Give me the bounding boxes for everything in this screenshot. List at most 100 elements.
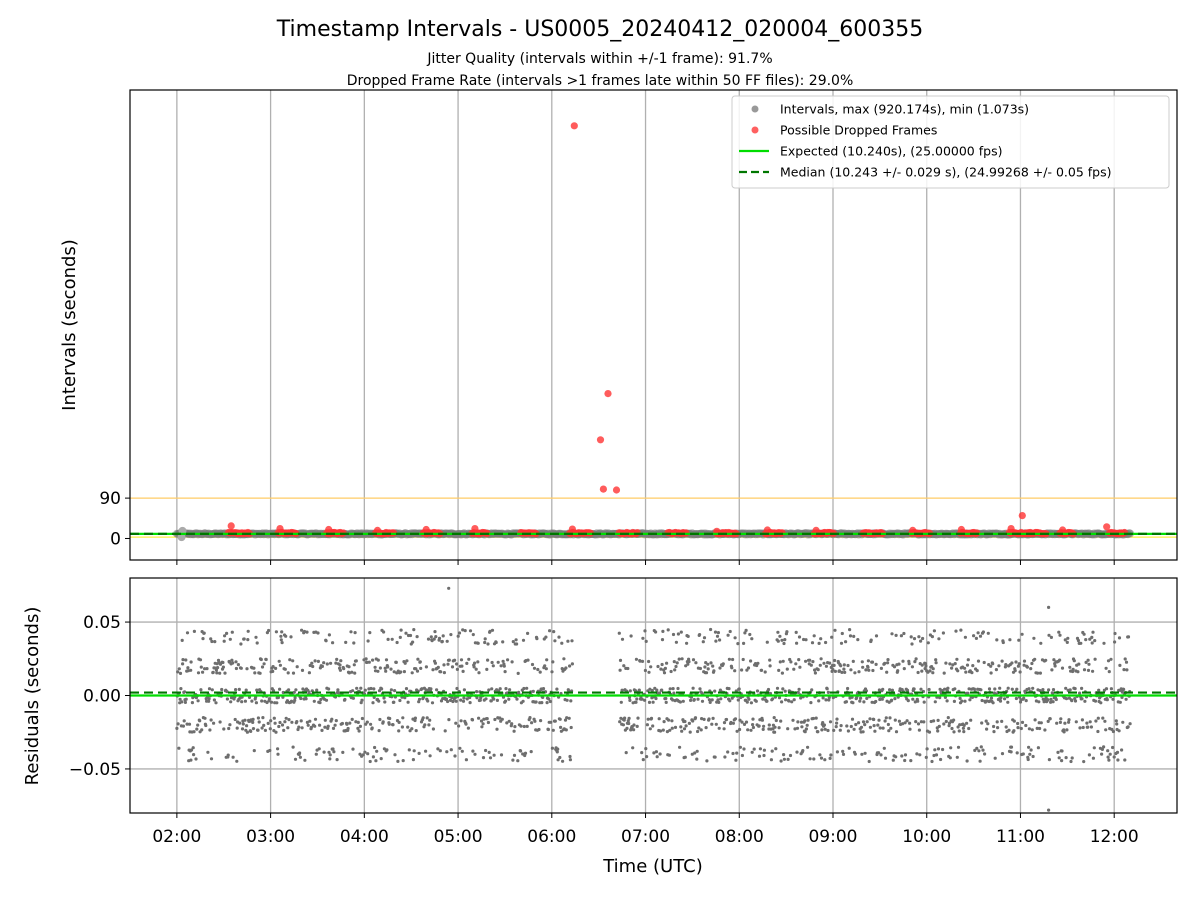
residual-point (460, 749, 464, 753)
residual-point (245, 667, 249, 671)
residual-point (1092, 746, 1096, 750)
residual-point (995, 638, 999, 642)
residual-point (365, 660, 369, 665)
residual-point (859, 696, 863, 700)
residual-point (284, 716, 288, 720)
residual-point (411, 640, 415, 644)
residual-point (263, 728, 267, 733)
residual-point (519, 724, 523, 728)
residual-point (560, 667, 564, 671)
residual-point (1064, 697, 1069, 701)
residual-point (946, 686, 950, 690)
residual-point (1052, 658, 1056, 662)
residual-point (262, 662, 266, 666)
residual-point (570, 639, 574, 643)
residual-point (1073, 687, 1077, 691)
residual-point (436, 665, 440, 670)
residual-point (354, 659, 358, 663)
residual-point (511, 640, 515, 644)
residual-point (924, 755, 928, 760)
residual-point (403, 696, 407, 700)
bottom-ytick-label-0: −0.05 (69, 760, 121, 780)
residual-point (833, 628, 837, 632)
residual-point (1025, 665, 1029, 669)
dropped-frame-point (957, 525, 966, 534)
residual-point (499, 664, 503, 668)
residual-point (894, 633, 898, 638)
residual-point (459, 698, 463, 702)
residual-point (556, 747, 560, 751)
residual-point (903, 721, 907, 725)
residual-point (948, 662, 952, 666)
residual-point (618, 658, 623, 663)
residual-point (1020, 720, 1025, 725)
residual-point (201, 670, 205, 674)
residual-point (953, 662, 957, 666)
residual-point (331, 726, 336, 731)
residual-point (342, 667, 346, 671)
residual-point (748, 632, 752, 637)
residual-point (698, 666, 703, 671)
residual-point (535, 637, 539, 641)
residual-point (680, 729, 684, 733)
residual-point (762, 748, 767, 752)
residual-point (548, 629, 552, 633)
residual-point (1120, 690, 1124, 694)
residual-point (978, 759, 982, 763)
x-tick-label-7: 09:00 (808, 827, 857, 847)
residual-point (485, 667, 489, 672)
residual-point (1012, 719, 1016, 723)
chart-subtitle-1: Jitter Quality (intervals within +/-1 fr… (426, 51, 772, 67)
residual-point (1087, 662, 1091, 666)
residual-point (1099, 701, 1103, 705)
residual-point (841, 749, 845, 754)
residual-point (702, 717, 706, 722)
residual-point (391, 723, 395, 727)
residual-point (413, 718, 417, 723)
residual-point (947, 721, 952, 725)
residual-point (701, 640, 705, 644)
residual-point (658, 691, 662, 695)
residual-point (661, 728, 665, 732)
residual-point (768, 664, 772, 668)
residual-point (684, 724, 688, 728)
residual-point (885, 670, 889, 674)
residual-point (199, 688, 203, 692)
residual-point (377, 729, 381, 733)
residual-point (625, 726, 629, 731)
residual-point (831, 696, 835, 700)
residual-point (919, 687, 923, 691)
residual-point (691, 719, 695, 723)
residual-point (333, 723, 337, 727)
residual-point (1124, 697, 1128, 701)
x-tick-label-10: 12:00 (1090, 827, 1139, 847)
residual-point (225, 690, 229, 694)
residual-point (869, 638, 873, 642)
residual-point (1078, 691, 1082, 695)
residual-point (912, 637, 917, 641)
residual-point (498, 687, 502, 691)
residual-point (303, 758, 307, 762)
residual-point (463, 629, 467, 633)
residual-point (1006, 686, 1010, 690)
residual-point (918, 753, 922, 757)
residual-point (744, 628, 748, 633)
residual-point (369, 722, 373, 726)
residual-point (521, 638, 526, 642)
residual-point (1034, 699, 1038, 703)
residual-point (476, 641, 480, 645)
residual-point (766, 687, 771, 692)
residual-point (696, 697, 700, 701)
residual-point (1091, 756, 1095, 760)
residual-point (414, 667, 418, 671)
residual-point (708, 700, 712, 705)
residual-point (492, 753, 496, 757)
residual-point (957, 729, 961, 733)
residual-point (840, 631, 844, 636)
residual-point (1022, 663, 1026, 667)
residual-point (320, 728, 324, 733)
residual-point (181, 658, 185, 662)
residual-point (235, 759, 239, 763)
residual-point (1107, 670, 1111, 674)
residual-point (471, 749, 475, 753)
